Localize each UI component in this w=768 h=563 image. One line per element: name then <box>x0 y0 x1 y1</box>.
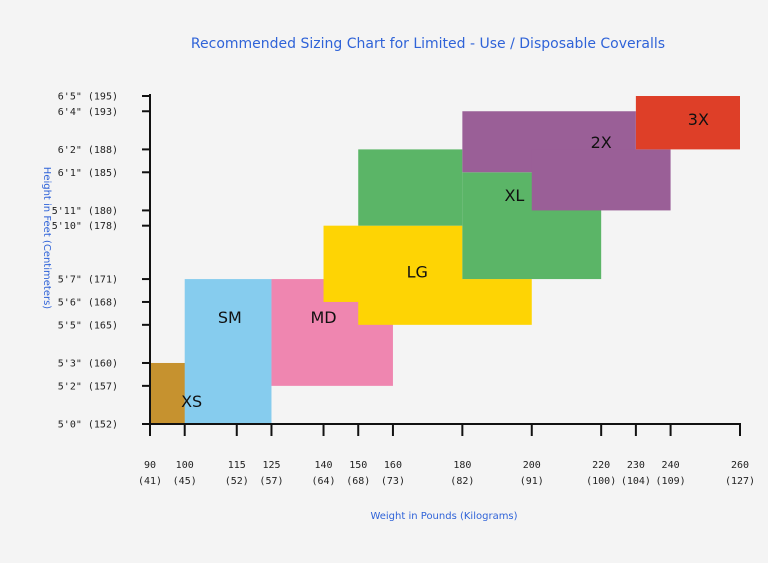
x-tick-label: 160 <box>384 460 402 471</box>
size-label-2x: 2X <box>591 133 612 152</box>
y-tick-label: 5'6" (168) <box>58 297 118 308</box>
x-tick-label: 240 <box>662 460 680 471</box>
y-tick-label: 6'2" (188) <box>58 145 118 156</box>
x-axis-title: Weight in Pounds (Kilograms) <box>370 511 517 522</box>
x-tick-sublabel: (45) <box>173 476 197 487</box>
y-tick-label: 5'0" (152) <box>58 420 118 431</box>
x-ticks: 90 (41) 100 (45) 115 (52) 125 (57) 140 (64) 150 (68… <box>138 424 755 487</box>
size-labels: XS SM MD LG XL 2X 3X <box>181 110 709 411</box>
size-region-xl-0 <box>358 149 463 226</box>
x-tick-label: 90 <box>144 460 156 471</box>
x-tick-sublabel: (109) <box>656 476 686 487</box>
y-tick-label: 5'5" (165) <box>58 320 118 331</box>
size-region-lg-1 <box>358 279 532 325</box>
y-tick-label: 6'1" (185) <box>58 168 118 179</box>
y-tick-label: 6'4" (193) <box>58 107 118 118</box>
x-tick-sublabel: (68) <box>346 476 370 487</box>
x-tick-sublabel: (82) <box>450 476 474 487</box>
x-tick-label: 230 <box>627 460 645 471</box>
x-tick-sublabel: (104) <box>621 476 651 487</box>
x-tick-label: 200 <box>523 460 541 471</box>
size-region-2x-1 <box>531 149 671 211</box>
x-tick-sublabel: (100) <box>586 476 616 487</box>
size-label-3x: 3X <box>688 110 709 129</box>
x-tick-label: 220 <box>592 460 610 471</box>
x-tick-sublabel: (64) <box>311 476 335 487</box>
y-tick-label: 6'5" (195) <box>58 92 118 103</box>
x-tick-label: 180 <box>453 460 471 471</box>
x-tick-label: 100 <box>176 460 194 471</box>
y-ticks: 5'0" (152) 5'2" (157) 5'3" (160) 5'5" (165)… <box>52 92 150 431</box>
x-tick-label: 115 <box>228 460 246 471</box>
x-tick-sublabel: (127) <box>725 476 755 487</box>
y-axis-title: Height in Feet (Centimeters) <box>41 167 52 310</box>
size-label-sm: SM <box>218 308 242 327</box>
y-tick-label: 5'10" (178) <box>52 221 118 232</box>
x-tick-label: 150 <box>349 460 367 471</box>
size-region-sm-0 <box>184 279 272 424</box>
size-label-xl: XL <box>504 186 524 205</box>
x-tick-label: 140 <box>314 460 332 471</box>
chart-title: Recommended Sizing Chart for Limited - U… <box>191 36 665 52</box>
y-tick-label: 5'3" (160) <box>58 358 118 369</box>
y-tick-label: 5'7" (171) <box>58 275 118 286</box>
size-label-xs: XS <box>181 392 202 411</box>
x-tick-sublabel: (52) <box>225 476 249 487</box>
x-tick-label: 125 <box>262 460 280 471</box>
x-tick-sublabel: (57) <box>259 476 283 487</box>
x-tick-sublabel: (91) <box>520 476 544 487</box>
y-tick-label: 5'2" (157) <box>58 381 118 392</box>
size-region-3x-0 <box>635 96 740 150</box>
x-tick-sublabel: (41) <box>138 476 162 487</box>
y-tick-label: 5'11" (180) <box>52 206 118 217</box>
size-regions <box>150 96 740 424</box>
size-label-md: MD <box>310 308 336 327</box>
x-tick-label: 260 <box>731 460 749 471</box>
size-label-lg: LG <box>407 262 428 281</box>
x-tick-sublabel: (73) <box>381 476 405 487</box>
